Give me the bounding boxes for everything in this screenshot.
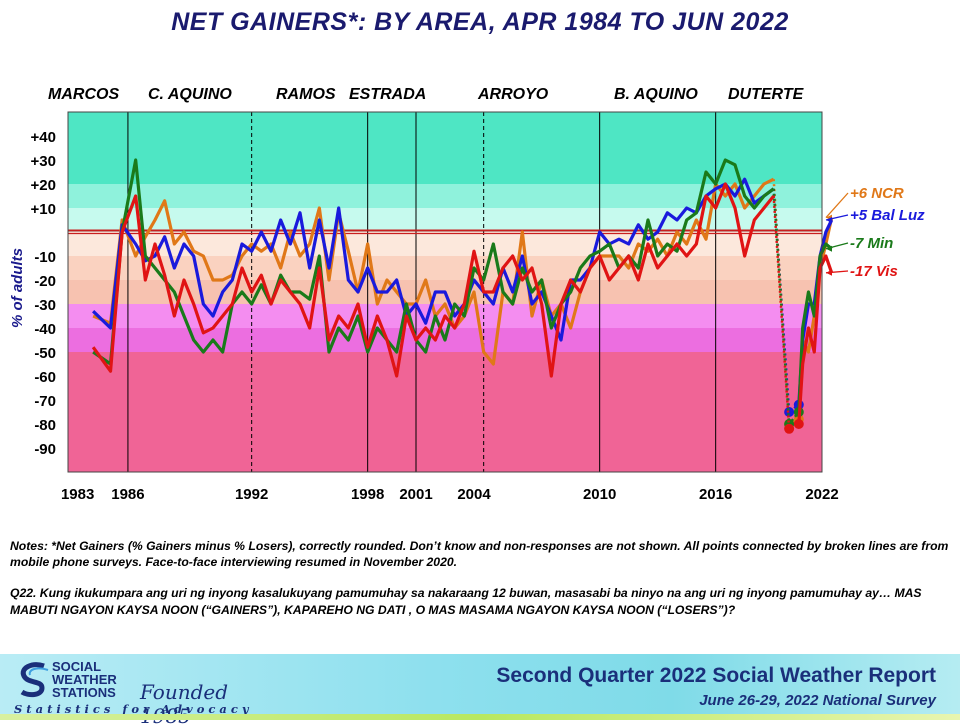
chart-band bbox=[68, 352, 822, 472]
footer-stripe bbox=[0, 714, 960, 720]
series-line-recent bbox=[797, 242, 833, 413]
arrow-head bbox=[826, 269, 832, 276]
y-tick-label: +20 bbox=[31, 177, 56, 194]
x-tick-label: 2001 bbox=[399, 486, 432, 503]
series-label: -17 Vis bbox=[850, 263, 898, 280]
org-line: WEATHER bbox=[52, 672, 117, 687]
y-tick-label: -80 bbox=[34, 417, 56, 434]
series-labels: +6 NCR +5 Bal Luz -7 Min -17 Vis bbox=[825, 185, 925, 280]
series-mobile-segment bbox=[772, 195, 804, 431]
y-tick-label: -40 bbox=[34, 321, 56, 338]
report-title: Second Quarter 2022 Social Weather Repor… bbox=[496, 664, 936, 687]
x-tick-label: 1998 bbox=[351, 486, 384, 503]
tagline: Statistics for Advocacy bbox=[14, 702, 253, 716]
x-tick-label: 2004 bbox=[457, 486, 491, 503]
y-tick-label: -70 bbox=[34, 393, 56, 410]
admin-label: ARROYO bbox=[478, 86, 549, 103]
y-tick-label: -90 bbox=[34, 441, 56, 458]
admin-label: B. AQUINO bbox=[614, 86, 698, 103]
chart-axes: +40 +30 +20 +10 -10 -20 -30 -40 -50 -60 -70 -80 -90 1… bbox=[9, 111, 839, 503]
sws-logo: SOCIAL WEATHER STATIONS Founded 1985 Sta… bbox=[14, 658, 264, 728]
x-tick-label: 2022 bbox=[805, 486, 838, 503]
arrow-head bbox=[826, 217, 832, 223]
y-tick-label: +30 bbox=[31, 153, 56, 170]
chart-title: NET GAINERS*: BY AREA, APR 1984 TO JUN 2… bbox=[171, 8, 789, 36]
y-tick-label: -60 bbox=[34, 369, 56, 386]
org-line: STATIONS bbox=[52, 685, 116, 700]
series-label: +6 NCR bbox=[850, 185, 904, 202]
chart-notes: Notes: *Net Gainers (% Gainers minus % L… bbox=[10, 539, 949, 569]
y-tick-label: -30 bbox=[34, 297, 56, 314]
series-label-arrow bbox=[825, 192, 849, 219]
org-line: SOCIAL bbox=[52, 659, 102, 674]
y-tick-label: -10 bbox=[34, 249, 56, 266]
arrow-head bbox=[826, 245, 832, 252]
plot-frame bbox=[67, 111, 823, 473]
sws-logo-icon bbox=[20, 662, 49, 698]
series-line-recent bbox=[797, 254, 834, 425]
y-tick-label: +10 bbox=[31, 201, 56, 218]
survey-question: Q22. Kung ikukumpara ang uri ng inyong k… bbox=[10, 586, 922, 617]
chart-series bbox=[91, 158, 834, 434]
x-tick-label: 2016 bbox=[699, 486, 732, 503]
series-label: +5 Bal Luz bbox=[850, 207, 925, 224]
y-tick-label: +40 bbox=[31, 129, 56, 146]
x-tick-label: 1992 bbox=[235, 486, 268, 503]
chart-band bbox=[68, 112, 822, 184]
series-point bbox=[784, 423, 795, 434]
footer-banner: SOCIAL WEATHER STATIONS Founded 1985 Sta… bbox=[0, 654, 960, 728]
admin-label: ESTRADA bbox=[349, 86, 427, 103]
survey-dates: June 26-29, 2022 National Survey bbox=[699, 692, 936, 709]
administration-labels: MARCOS C. AQUINO RAMOS ESTRADA ARROYO B.… bbox=[0, 86, 960, 108]
series-line-vis bbox=[91, 182, 775, 378]
chart-grid bbox=[68, 112, 822, 472]
org-name: SOCIAL WEATHER STATIONS bbox=[52, 660, 117, 699]
series-label: -7 Min bbox=[850, 235, 893, 252]
x-tick-label: 1983 bbox=[61, 486, 94, 503]
chart-band bbox=[68, 256, 822, 280]
x-tick-label: 2010 bbox=[583, 486, 616, 503]
admin-label: DUTERTE bbox=[728, 86, 804, 103]
x-tick-label: 1986 bbox=[111, 486, 144, 503]
series-point bbox=[793, 419, 804, 429]
series-line-bal-luz bbox=[92, 177, 775, 342]
chart-band bbox=[68, 184, 822, 208]
y-tick-label: -20 bbox=[34, 273, 56, 290]
y-axis-label: % of adults bbox=[9, 248, 26, 328]
admin-label: C. AQUINO bbox=[148, 86, 232, 103]
admin-label: MARCOS bbox=[48, 86, 120, 103]
admin-label: RAMOS bbox=[276, 86, 336, 103]
y-tick-label: -50 bbox=[34, 345, 56, 362]
net-gainers-chart: +40 +30 +20 +10 -10 -20 -30 -40 -50 -60 -70 -80 -90 1… bbox=[9, 111, 925, 503]
